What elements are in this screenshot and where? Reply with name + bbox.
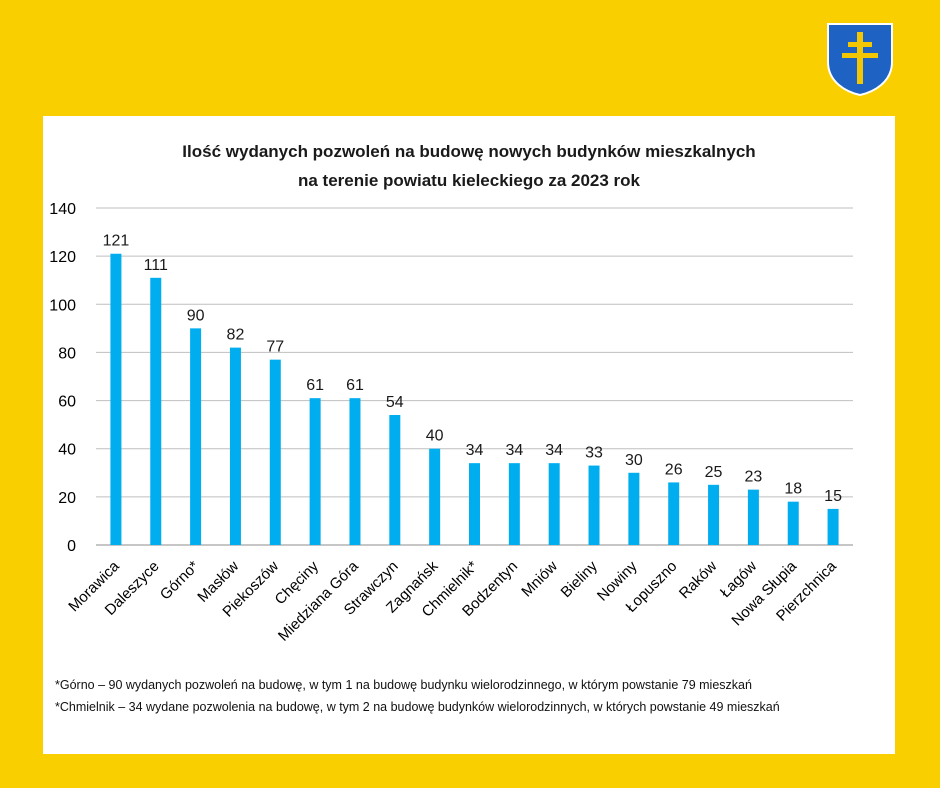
data-label: 23 xyxy=(744,469,762,486)
bar xyxy=(747,489,759,545)
data-label: 34 xyxy=(505,442,523,459)
bar xyxy=(309,398,321,545)
bar xyxy=(628,472,640,545)
bar-chart: 020406080100120140121Morawica111Daleszyc… xyxy=(49,201,853,645)
data-label: 40 xyxy=(426,428,444,445)
data-label: 111 xyxy=(144,257,168,274)
data-label: 61 xyxy=(306,377,324,394)
y-tick-label: 120 xyxy=(49,249,76,266)
y-tick-label: 40 xyxy=(58,442,76,459)
y-tick-label: 100 xyxy=(49,297,76,314)
data-label: 121 xyxy=(103,233,130,250)
data-label: 26 xyxy=(665,461,683,478)
data-label: 61 xyxy=(346,377,364,394)
y-tick-label: 20 xyxy=(58,490,76,507)
bar xyxy=(469,463,480,545)
y-tick-label: 0 xyxy=(67,538,76,555)
bar xyxy=(508,463,520,545)
chart-title-line-1: Ilość wydanych pozwoleń na budowę nowych… xyxy=(182,142,756,161)
data-label: 34 xyxy=(545,442,563,459)
bar xyxy=(229,347,241,545)
bar xyxy=(269,359,281,545)
data-label: 90 xyxy=(187,307,205,324)
crest-cross-bottom-bar xyxy=(842,53,878,58)
bar xyxy=(349,398,361,545)
bar xyxy=(708,484,720,545)
crest-cross-top-bar xyxy=(848,42,872,47)
y-tick-label: 80 xyxy=(58,345,76,362)
data-label: 15 xyxy=(824,488,842,505)
chart-panel: Ilość wydanych pozwoleń na budowę nowych… xyxy=(43,116,895,754)
y-tick-label: 60 xyxy=(58,394,76,411)
footnote-chmielnik: *Chmielnik – 34 wydane pozwolenia na bud… xyxy=(55,700,780,714)
x-tick-label: Raków xyxy=(676,558,721,603)
data-label: 77 xyxy=(266,339,284,356)
footnote-gorno: *Górno – 90 wydanych pozwoleń na budowę,… xyxy=(55,678,752,692)
coat-of-arms-icon xyxy=(827,23,893,96)
x-tick-label: Mniów xyxy=(518,558,561,601)
data-label: 82 xyxy=(227,327,245,344)
bar xyxy=(787,501,799,545)
data-label: 25 xyxy=(705,464,723,481)
bar xyxy=(150,277,162,545)
bar xyxy=(588,465,600,545)
data-label: 30 xyxy=(625,452,643,469)
y-tick-label: 140 xyxy=(49,201,76,218)
data-label: 33 xyxy=(585,445,603,462)
bar xyxy=(668,482,680,545)
bar xyxy=(827,508,839,545)
data-label: 18 xyxy=(784,481,802,498)
data-label: 54 xyxy=(386,394,404,411)
chart-title-line-2: na terenie powiatu kieleckiego za 2023 r… xyxy=(297,171,641,190)
bar xyxy=(389,415,401,545)
bar xyxy=(190,328,202,545)
x-tick-label: Górno* xyxy=(157,558,203,604)
bar xyxy=(429,448,441,545)
data-label: 34 xyxy=(466,442,484,459)
bar xyxy=(110,253,122,545)
bar xyxy=(548,463,560,545)
